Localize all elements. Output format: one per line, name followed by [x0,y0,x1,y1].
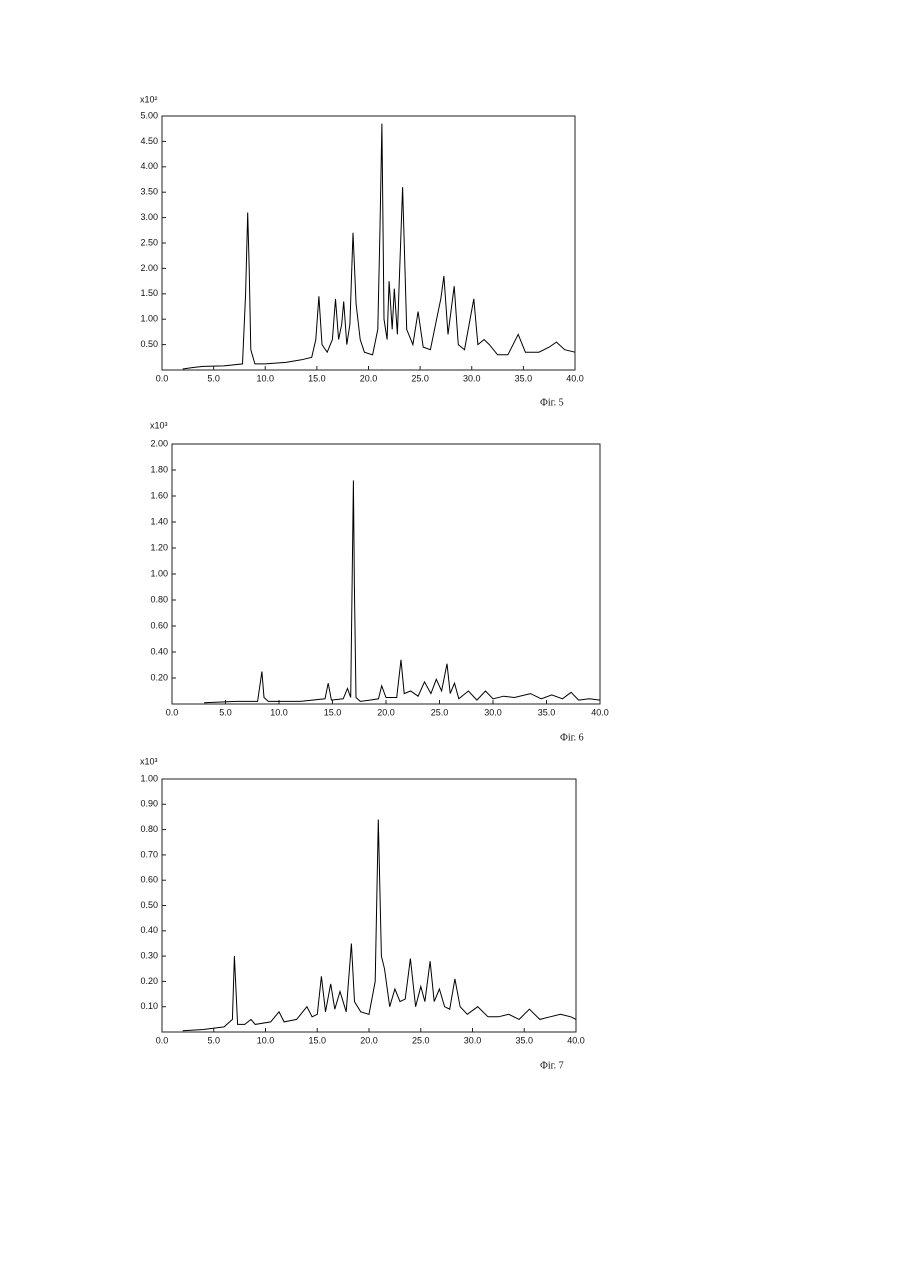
y-tick-label: 3.00 [140,212,158,222]
x-tick-label: 20.0 [360,373,378,383]
x-tick-label: 10.0 [257,1035,275,1045]
y-tick-label: 0.50 [140,900,158,910]
x-tick-label: 20.0 [377,707,395,717]
y-tick-label: 1.40 [150,516,168,526]
y-tick-label: 3.50 [140,187,158,197]
figure-caption: Фіг. 7 [540,1060,564,1071]
y-tick-label: 0.30 [140,950,158,960]
y-tick-label: 1.00 [150,568,168,578]
y-tick-label: 0.80 [150,594,168,604]
y-tick-label: 0.40 [150,646,168,656]
x-tick-label: 35.0 [515,373,533,383]
x-tick-label: 10.0 [270,707,288,717]
x-tick-label: 30.0 [463,373,481,383]
y-multiplier: x10³ [140,756,158,766]
y-tick-label: 4.50 [140,136,158,146]
data-line [183,820,576,1031]
x-tick-label: 15.0 [308,1035,326,1045]
y-tick-label: 0.50 [140,339,158,349]
figure-caption: Фіг. 5 [540,397,564,408]
x-tick-label: 25.0 [412,1035,430,1045]
figure-caption: Фіг. 6 [560,732,584,743]
y-tick-label: 1.00 [140,314,158,324]
data-line [183,124,575,369]
y-tick-label: 0.40 [140,925,158,935]
page: x10² Фіг. 5 0.50 1.00 1.50 2.00 2.50 3.00 3.50 4.… [0,0,900,1273]
x-tick-label: 40.0 [566,373,584,383]
y-tick-label: 1.20 [150,542,168,552]
x-tick-label: 5.0 [207,373,220,383]
x-tick-label: 15.0 [308,373,326,383]
y-tick-label: 2.50 [140,237,158,247]
x-tick-label: 20.0 [360,1035,378,1045]
data-line [204,480,600,702]
x-tick-label: 25.0 [431,707,449,717]
x-tick-label: 10.0 [256,373,274,383]
y-tick-label: 1.60 [150,490,168,500]
y-tick-label: 2.00 [140,263,158,273]
y-tick-label: 1.00 [140,773,158,783]
plot-frame [172,444,600,704]
x-tick-label: 40.0 [591,707,609,717]
x-tick-label: 0.0 [166,707,179,717]
y-tick-label: 0.60 [140,875,158,885]
x-tick-label: 30.0 [464,1035,482,1045]
y-tick-label: 0.20 [140,976,158,986]
x-tick-label: 0.0 [156,373,169,383]
y-tick-label: 0.20 [150,672,168,682]
x-tick-label: 35.0 [515,1035,533,1045]
y-tick-label: 1.80 [150,464,168,474]
y-tick-label: 0.10 [140,1001,158,1011]
x-tick-label: 5.0 [207,1035,220,1045]
y-tick-label: 0.60 [150,620,168,630]
x-tick-label: 35.0 [538,707,556,717]
x-tick-label: 40.0 [567,1035,585,1045]
x-tick-label: 5.0 [219,707,232,717]
x-tick-label: 25.0 [411,373,429,383]
plot-frame [162,116,575,370]
y-tick-label: 0.80 [140,824,158,834]
y-multiplier: x10³ [150,420,168,430]
x-tick-label: 30.0 [484,707,502,717]
x-tick-label: 0.0 [156,1035,169,1045]
y-tick-label: 5.00 [140,110,158,120]
y-tick-label: 4.00 [140,161,158,171]
plot-frame [162,779,576,1032]
y-multiplier: x10² [140,94,158,104]
y-tick-label: 2.00 [150,438,168,448]
y-tick-label: 0.90 [140,799,158,809]
y-tick-label: 1.50 [140,288,158,298]
y-tick-label: 0.70 [140,849,158,859]
x-tick-label: 15.0 [324,707,342,717]
